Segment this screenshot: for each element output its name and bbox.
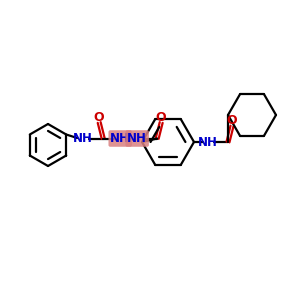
Text: NH: NH	[110, 132, 130, 145]
Text: O: O	[227, 115, 237, 128]
Text: NH: NH	[127, 132, 147, 145]
Text: O: O	[94, 111, 104, 124]
Text: NH: NH	[198, 136, 218, 148]
Text: O: O	[156, 111, 166, 124]
Text: NH: NH	[73, 132, 93, 145]
